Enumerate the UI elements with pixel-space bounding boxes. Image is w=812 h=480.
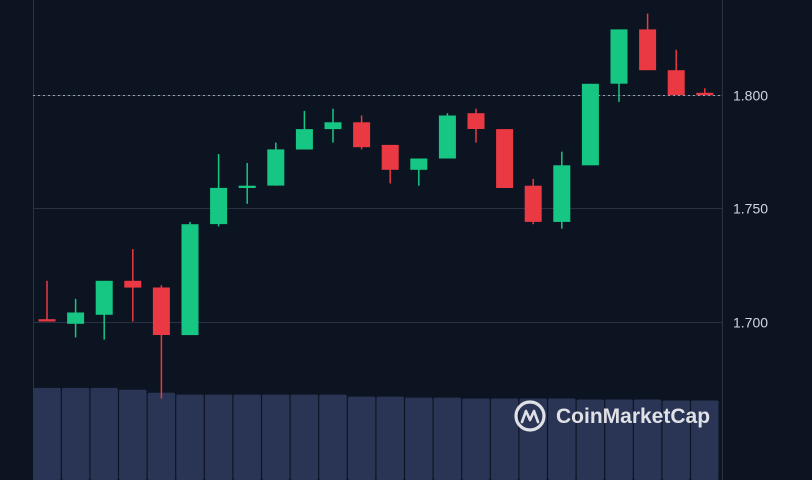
- candle-body: [67, 312, 85, 324]
- candle-body: [210, 187, 228, 225]
- candle-up: [267, 142, 285, 186]
- candle-down: [381, 144, 399, 184]
- y-tick-label: 1.800: [733, 88, 768, 104]
- volume-bar: [605, 399, 633, 480]
- volume-bars: [33, 387, 719, 480]
- volume-bar: [376, 396, 404, 480]
- candle-body: [95, 280, 113, 315]
- candle-down: [152, 285, 170, 399]
- volume-bar: [662, 400, 690, 480]
- candle-up: [610, 29, 628, 102]
- candle-up: [553, 151, 571, 229]
- watermark: CoinMarketCap: [514, 400, 710, 432]
- volume-bar: [61, 387, 90, 480]
- candle-body: [381, 144, 399, 170]
- volume-bar: [176, 394, 204, 480]
- candle-down: [353, 115, 371, 150]
- volume-bar: [90, 387, 118, 480]
- gridlines: [33, 95, 722, 323]
- candle-body: [581, 83, 599, 166]
- volume-bar: [147, 392, 176, 480]
- candle-body: [295, 129, 313, 150]
- candle-body: [267, 149, 285, 186]
- candle-up: [410, 158, 428, 186]
- volume-bar: [633, 399, 662, 480]
- volume-bar: [576, 399, 605, 480]
- volume-bar: [490, 398, 519, 480]
- volume-bar: [462, 398, 490, 480]
- candle-body: [438, 115, 456, 159]
- candle-body: [467, 113, 485, 129]
- candle-body: [181, 224, 199, 336]
- candle-down: [524, 178, 542, 225]
- candle-body: [410, 158, 428, 170]
- candle-up: [581, 83, 599, 166]
- candle-body: [238, 185, 256, 188]
- candle-up: [181, 221, 199, 336]
- volume-bar: [433, 397, 462, 480]
- y-tick-label: 1.700: [733, 315, 768, 331]
- volume-bar: [691, 400, 719, 480]
- candle-down: [696, 88, 714, 96]
- volume-bar: [119, 389, 147, 480]
- candle-body: [639, 29, 657, 71]
- candle-down: [667, 49, 685, 96]
- candle-up: [238, 163, 256, 204]
- volume-bar: [233, 394, 261, 480]
- candle-up: [210, 154, 228, 227]
- volume-bar: [290, 394, 319, 480]
- candle-up: [95, 280, 113, 340]
- volume-bar: [319, 394, 347, 480]
- candle-body: [152, 287, 170, 335]
- candle-body: [667, 70, 685, 96]
- candle-down: [496, 129, 514, 188]
- candle-body: [696, 92, 714, 96]
- volume-bar: [405, 397, 433, 480]
- y-tick-label: 1.750: [733, 201, 768, 217]
- candle-body: [353, 122, 371, 148]
- candle-body: [553, 165, 571, 222]
- volume-bar: [33, 387, 61, 480]
- candlesticks: [38, 13, 714, 399]
- volume-bar: [519, 398, 547, 480]
- candle-body: [610, 29, 628, 84]
- candle-down: [467, 108, 485, 143]
- candle-body: [38, 319, 56, 322]
- volume-bar: [204, 394, 233, 480]
- candle-up: [67, 298, 85, 338]
- candle-up: [295, 110, 313, 150]
- volume-bar: [548, 398, 576, 480]
- candle-up: [324, 108, 342, 143]
- watermark-text: CoinMarketCap: [556, 405, 710, 428]
- candle-down: [38, 280, 56, 322]
- candle-body: [324, 122, 342, 130]
- candle-down: [124, 249, 142, 322]
- candle-body: [524, 185, 542, 222]
- coinmarketcap-logo-icon: [514, 400, 546, 432]
- candle-body: [124, 280, 142, 288]
- candle-up: [438, 113, 456, 159]
- candle-body: [496, 129, 514, 188]
- volume-bar: [347, 396, 376, 480]
- volume-bar: [262, 394, 290, 480]
- y-axis-ticks: 1.700 1.750 1.800: [733, 88, 768, 331]
- candle-down: [639, 13, 657, 71]
